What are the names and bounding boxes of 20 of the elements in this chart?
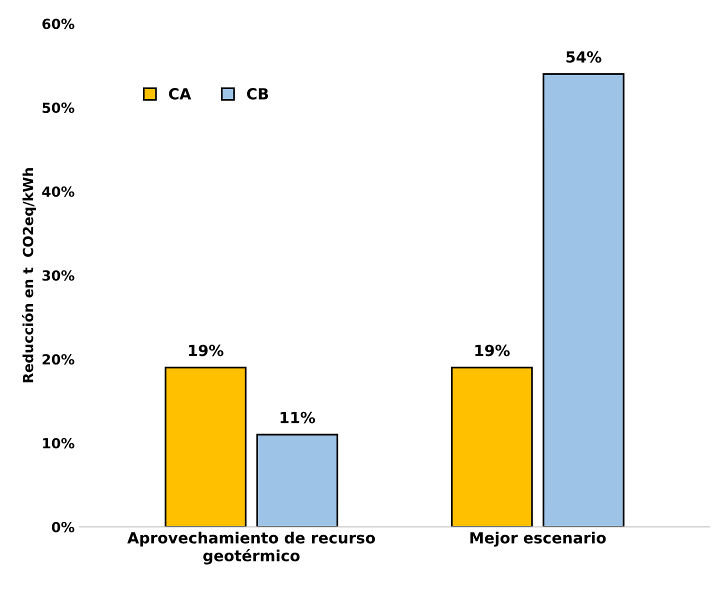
data-label: 19% [189,344,224,356]
y-tick-label: 60% [42,18,74,30]
data-label: 19% [475,344,510,356]
y-tick-label: 10% [43,438,74,448]
data-label: 11% [280,412,316,424]
legend-label: CB [247,88,268,100]
y-tick-label: 50% [42,102,74,114]
y-axis-title: Reducción en t CO2eq/kWh [22,168,36,382]
data-label: 54% [566,51,602,63]
y-tick-label: 40% [42,186,74,197]
y-tick-label: 0% [52,522,74,532]
bar [542,73,624,527]
bar [164,366,247,527]
bar [256,434,338,527]
legend-label: CA [168,88,192,100]
x-tick-label: Aprovechamiento de recurso geotérmico [127,532,375,564]
bar [451,366,533,527]
y-tick-label: 20% [42,354,74,365]
x-tick-label: Mejor escenario [470,532,606,547]
y-tick-label: 30% [42,270,74,281]
